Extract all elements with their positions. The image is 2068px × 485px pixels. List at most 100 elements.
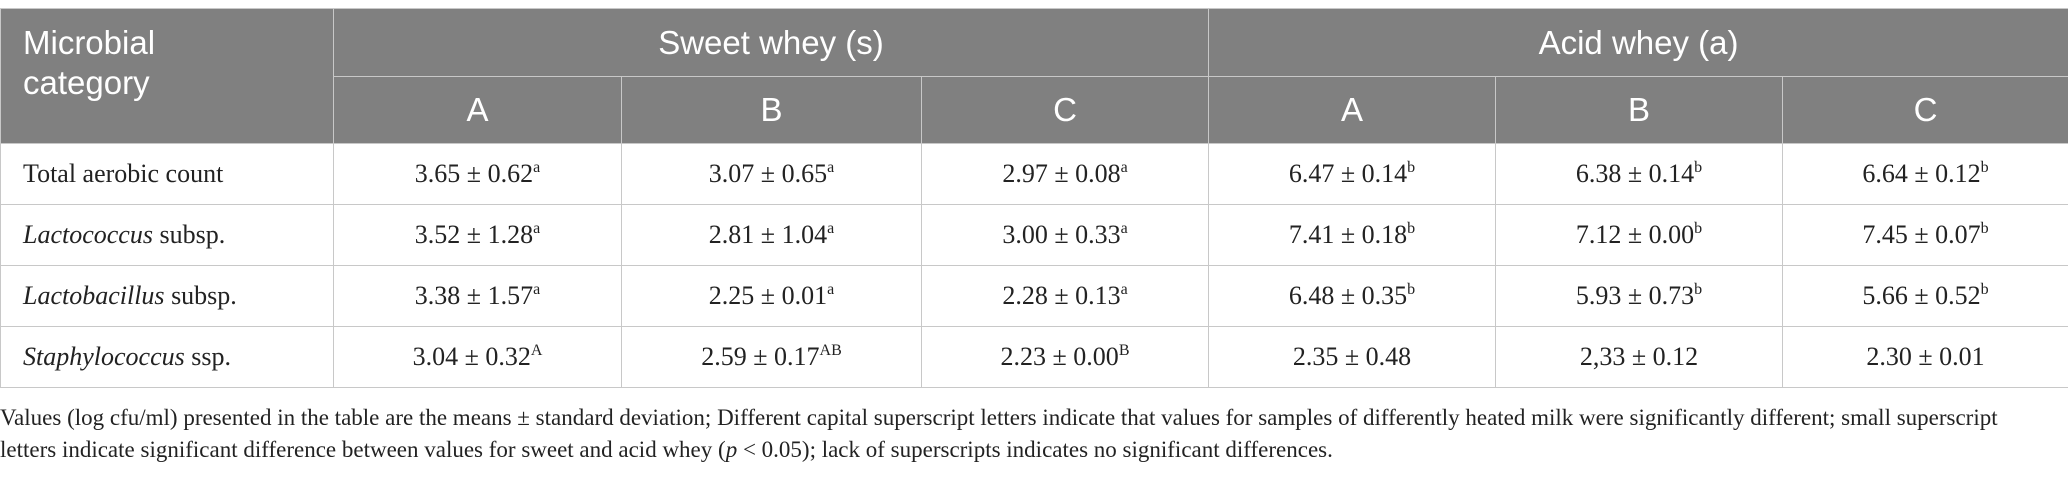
cell-value: 2.81 ± 1.04	[708, 220, 828, 249]
cell-value: 2.30 ± 0.01	[1866, 342, 1985, 371]
cell-value: 2.25 ± 0.01	[708, 281, 828, 310]
cell-value: 6.64 ± 0.12	[1862, 159, 1981, 188]
row-label-text: subsp.	[152, 220, 226, 249]
cell-value: 3.07 ± 0.65	[708, 159, 828, 188]
value-cell: 7.41 ± 0.18b	[1208, 204, 1497, 266]
table-row: Staphylococcus ssp. 3.04 ± 0.32A 2.59 ± 0.…	[0, 326, 2068, 388]
value-cell: 3.65 ± 0.62a	[333, 143, 622, 205]
cell-superscript: b	[1694, 220, 1703, 237]
header-row-subcolumns: A B C A B C	[1, 76, 2068, 144]
value-cell: 6.64 ± 0.12b	[1782, 143, 2068, 205]
row-label: Total aerobic count	[0, 143, 334, 205]
microbial-counts-table: Microbial category Sweet whey (s) Acid w…	[0, 8, 2068, 388]
cell-superscript: AB	[819, 342, 842, 359]
cell-superscript: b	[1407, 281, 1416, 298]
cell-superscript: a	[827, 281, 835, 298]
cell-value: 5.66 ± 0.52	[1862, 281, 1981, 310]
row-label: Lactococcus subsp.	[0, 204, 334, 266]
cell-superscript: a	[533, 220, 541, 237]
header-category-line1: Microbial	[23, 24, 156, 61]
cell-superscript: a	[827, 159, 835, 176]
value-cell: 2.97 ± 0.08a	[920, 143, 1210, 205]
header-row-groups: Microbial category Sweet whey (s) Acid w…	[0, 8, 2068, 144]
cell-superscript: a	[1120, 281, 1128, 298]
header-sub-sweet-a: A	[333, 76, 622, 144]
footnote-p-symbol: p	[725, 437, 738, 462]
cell-value: 6.47 ± 0.14	[1288, 159, 1408, 188]
value-cell: 7.45 ± 0.07b	[1782, 204, 2068, 266]
table-row: Total aerobic count 3.65 ± 0.62a 3.07 ± 0.…	[0, 143, 2068, 205]
value-cell: 3.00 ± 0.33a	[920, 204, 1210, 266]
value-cell: 6.38 ± 0.14b	[1495, 143, 1784, 205]
row-label-genus: Lactococcus	[23, 220, 153, 249]
cell-value: 3.38 ± 1.57	[414, 281, 534, 310]
header-sub-acid-c: C	[1782, 76, 2068, 144]
header-group-acid-whey: Acid whey (a)	[1208, 8, 2068, 77]
row-label-genus: Staphylococcus	[23, 342, 185, 371]
value-cell: 2.59 ± 0.17AB	[621, 326, 922, 388]
value-cell: 2.35 ± 0.48	[1208, 326, 1497, 388]
cell-value: 7.45 ± 0.07	[1862, 220, 1981, 249]
cell-value: 2.35 ± 0.48	[1292, 342, 1412, 371]
cell-superscript: B	[1118, 342, 1130, 359]
row-label-text: ssp.	[184, 342, 231, 371]
row-label: Staphylococcus ssp.	[0, 326, 334, 388]
header-sub-sweet-c: C	[920, 76, 1210, 144]
value-cell: 7.12 ± 0.00b	[1495, 204, 1784, 266]
cell-superscript: b	[1980, 220, 1989, 237]
cell-superscript: a	[533, 159, 541, 176]
row-label-text: subsp.	[164, 281, 237, 310]
cell-superscript: b	[1980, 281, 1989, 298]
cell-superscript: b	[1694, 281, 1703, 298]
cell-superscript: b	[1407, 159, 1416, 176]
cell-value: 2.23 ± 0.00	[1000, 342, 1119, 371]
table-row: Lactobacillus subsp. 3.38 ± 1.57a 2.25 ± 0…	[0, 265, 2068, 327]
footnote-text-part2: < 0.05); lack of superscripts indicates …	[737, 437, 1333, 462]
cell-value: 5.93 ± 0.73	[1575, 281, 1695, 310]
value-cell: 2,33 ± 0.12	[1495, 326, 1784, 388]
cell-superscript: b	[1407, 220, 1416, 237]
value-cell: 2.23 ± 0.00B	[920, 326, 1210, 388]
cell-value: 2,33 ± 0.12	[1579, 342, 1699, 371]
value-cell: 6.48 ± 0.35b	[1208, 265, 1497, 327]
table-header: Microbial category Sweet whey (s) Acid w…	[0, 8, 2068, 144]
value-cell: 2.25 ± 0.01a	[621, 265, 922, 327]
value-cell: 3.04 ± 0.32A	[333, 326, 622, 388]
value-cell: 5.66 ± 0.52b	[1782, 265, 2068, 327]
value-cell: 2.30 ± 0.01	[1782, 326, 2068, 388]
table-row: Lactococcus subsp. 3.52 ± 1.28a 2.81 ± 1.0…	[0, 204, 2068, 266]
row-label-genus: Lactobacillus	[23, 281, 165, 310]
cell-value: 6.38 ± 0.14	[1575, 159, 1695, 188]
cell-value: 6.48 ± 0.35	[1288, 281, 1408, 310]
cell-value: 7.12 ± 0.00	[1575, 220, 1695, 249]
cell-value: 3.04 ± 0.32	[412, 342, 531, 371]
cell-value: 7.41 ± 0.18	[1288, 220, 1408, 249]
cell-superscript: a	[533, 281, 541, 298]
value-cell: 2.81 ± 1.04a	[621, 204, 922, 266]
value-cell: 3.38 ± 1.57a	[333, 265, 622, 327]
footnote-text-part1: Values (log cfu/ml) presented in the tab…	[0, 405, 1998, 462]
cell-superscript: b	[1694, 159, 1703, 176]
cell-superscript: A	[530, 342, 543, 359]
cell-value: 2.28 ± 0.13	[1002, 281, 1121, 310]
header-microbial-category: Microbial category	[0, 8, 334, 144]
header-sub-acid-b: B	[1495, 76, 1784, 144]
header-group-sweet-whey: Sweet whey (s)	[332, 8, 1210, 77]
cell-superscript: a	[827, 220, 835, 237]
cell-superscript: a	[1120, 159, 1128, 176]
cell-superscript: b	[1980, 159, 1989, 176]
table-body: Total aerobic count 3.65 ± 0.62a 3.07 ± 0.…	[0, 143, 2068, 388]
table-footnote: Values (log cfu/ml) presented in the tab…	[0, 402, 2050, 466]
value-cell: 6.47 ± 0.14b	[1208, 143, 1497, 205]
value-cell: 3.07 ± 0.65a	[621, 143, 922, 205]
cell-value: 2.59 ± 0.17	[701, 342, 820, 371]
value-cell: 5.93 ± 0.73b	[1495, 265, 1784, 327]
cell-value: 3.65 ± 0.62	[414, 159, 534, 188]
header-category-line2: category	[23, 64, 150, 101]
header-sub-sweet-b: B	[621, 76, 922, 144]
value-cell: 2.28 ± 0.13a	[920, 265, 1210, 327]
cell-superscript: a	[1120, 220, 1128, 237]
cell-value: 3.52 ± 1.28	[414, 220, 534, 249]
value-cell: 3.52 ± 1.28a	[333, 204, 622, 266]
